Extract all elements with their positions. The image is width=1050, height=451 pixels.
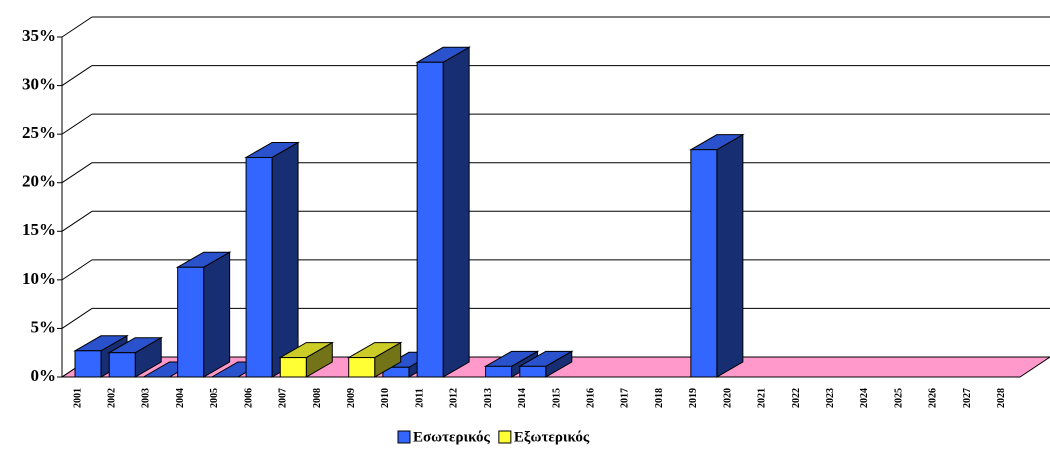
grid-diagonal	[61, 113, 93, 135]
x-tick-label: 2010	[380, 388, 391, 408]
bar	[416, 61, 444, 378]
grid-diagonal	[61, 259, 93, 281]
x-tick-label: 2020	[722, 388, 733, 408]
y-tick-label: 30%	[22, 74, 56, 93]
x-tick-label: 2005	[209, 388, 220, 408]
x-tick-label: 2027	[962, 388, 973, 408]
bar	[279, 357, 307, 378]
bar	[519, 365, 547, 378]
bar	[690, 149, 718, 378]
x-tick-label: 2012	[449, 388, 460, 408]
x-tick-label: 2007	[278, 388, 289, 408]
bar-side	[271, 141, 299, 378]
x-tick-label: 2024	[859, 388, 870, 408]
bar	[177, 266, 205, 378]
y-tick-label: 25%	[22, 123, 56, 142]
x-tick-label: 2015	[551, 388, 562, 408]
y-tick-label: 0%	[31, 366, 57, 385]
grid-diagonal	[61, 210, 93, 232]
x-tick-label: 2021	[757, 388, 768, 408]
y-tick-label: 10%	[22, 269, 56, 288]
legend-swatch	[397, 430, 411, 444]
x-tick-label: 2022	[791, 388, 802, 408]
legend-label: Εσωτερικός	[413, 429, 491, 445]
legend: Εσωτερικός Εξωτερικός	[397, 429, 590, 445]
grid-diagonal	[61, 308, 93, 329]
x-tick-label: 2002	[107, 388, 118, 408]
x-tick-label: 2009	[346, 388, 357, 408]
x-tick-label: 2017	[620, 388, 631, 408]
grid-diagonal	[61, 16, 93, 38]
x-tick-label: 2018	[654, 388, 665, 408]
x-tick-label: 2028	[996, 388, 1007, 408]
legend-swatch	[498, 430, 512, 444]
x-tick-label: 2026	[928, 388, 939, 408]
x-tick-label: 2011	[414, 388, 425, 407]
bar-side	[716, 133, 744, 378]
x-tick-label: 2014	[517, 388, 528, 408]
x-tick-label: 2006	[243, 388, 254, 408]
x-tick-label: 2001	[72, 388, 83, 408]
grid-diagonal	[61, 162, 93, 184]
grid-diagonal	[61, 65, 93, 86]
x-tick-label: 2023	[825, 388, 836, 408]
bar	[245, 156, 273, 378]
x-tick-label: 2003	[141, 388, 152, 408]
y-tick-label: 20%	[22, 172, 56, 191]
x-tick-label: 2008	[312, 388, 323, 408]
x-tick-label: 2004	[175, 388, 186, 408]
x-tick-label: 2013	[483, 388, 494, 408]
y-tick-label: 5%	[31, 317, 57, 336]
x-tick-label: 2025	[893, 388, 904, 408]
bar	[74, 350, 102, 378]
legend-label: Εξωτερικός	[514, 429, 590, 445]
bar-side	[203, 251, 231, 378]
bar	[348, 357, 376, 378]
x-tick-label: 2019	[688, 388, 699, 408]
y-tick-label: 15%	[22, 220, 56, 239]
bar-side	[442, 46, 470, 378]
x-tick-label: 2016	[586, 388, 597, 408]
bar	[108, 352, 136, 378]
y-tick-label: 35%	[22, 26, 56, 45]
bar	[485, 365, 513, 378]
